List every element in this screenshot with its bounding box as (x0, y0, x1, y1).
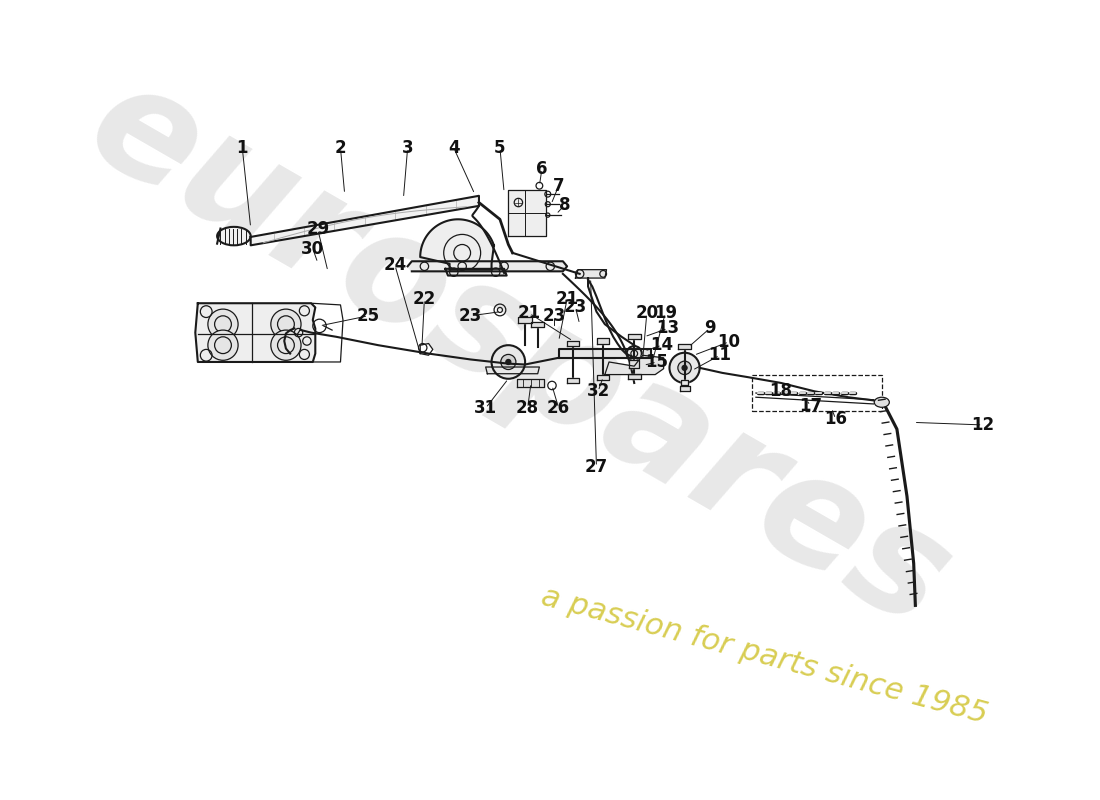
Text: 14: 14 (650, 336, 673, 354)
Text: 27: 27 (585, 458, 608, 476)
Text: 8: 8 (559, 196, 570, 214)
Circle shape (271, 330, 301, 360)
Text: 2: 2 (334, 139, 346, 157)
Polygon shape (568, 378, 579, 383)
Text: 6: 6 (536, 160, 548, 178)
Circle shape (208, 330, 238, 360)
Circle shape (500, 354, 516, 370)
Text: 18: 18 (770, 382, 793, 400)
Text: 11: 11 (708, 346, 732, 364)
Polygon shape (627, 374, 641, 378)
Text: eurospares: eurospares (63, 47, 975, 660)
Polygon shape (575, 270, 606, 278)
Text: 4: 4 (448, 139, 460, 157)
Text: 9: 9 (704, 319, 716, 338)
Ellipse shape (217, 227, 251, 246)
Text: 19: 19 (653, 304, 676, 322)
Polygon shape (627, 334, 641, 339)
Circle shape (506, 359, 510, 365)
Ellipse shape (874, 398, 889, 407)
Text: 28: 28 (516, 399, 539, 417)
Polygon shape (420, 219, 494, 270)
Circle shape (682, 366, 688, 370)
Text: 10: 10 (717, 333, 740, 351)
Polygon shape (486, 367, 539, 374)
Polygon shape (531, 322, 544, 326)
Circle shape (208, 309, 238, 339)
Text: 13: 13 (657, 319, 680, 338)
Text: 21: 21 (556, 290, 579, 308)
Text: 29: 29 (306, 220, 329, 238)
Circle shape (678, 361, 691, 374)
Text: 23: 23 (459, 307, 482, 325)
Polygon shape (678, 344, 691, 350)
Text: 23: 23 (543, 307, 566, 325)
Text: 5: 5 (494, 139, 506, 157)
Polygon shape (446, 269, 507, 275)
Polygon shape (251, 196, 478, 246)
Text: 26: 26 (547, 399, 570, 417)
Text: 12: 12 (971, 416, 994, 434)
Polygon shape (681, 381, 688, 385)
Text: 21: 21 (518, 304, 541, 322)
Polygon shape (568, 341, 579, 346)
Text: 25: 25 (356, 307, 380, 325)
Polygon shape (408, 262, 568, 271)
Polygon shape (508, 190, 546, 236)
Polygon shape (559, 350, 651, 358)
Text: 1: 1 (236, 139, 248, 157)
Polygon shape (517, 378, 544, 387)
Text: 16: 16 (824, 410, 847, 428)
Text: 17: 17 (799, 397, 822, 414)
Text: 15: 15 (646, 353, 669, 371)
Text: 7: 7 (553, 177, 564, 194)
Text: 30: 30 (301, 240, 324, 258)
Text: 31: 31 (474, 399, 497, 417)
Polygon shape (680, 386, 690, 390)
Text: 24: 24 (384, 257, 407, 274)
Text: 32: 32 (586, 382, 609, 400)
Text: 20: 20 (635, 304, 659, 322)
Text: a passion for parts since 1985: a passion for parts since 1985 (538, 582, 991, 730)
Circle shape (271, 309, 301, 339)
Text: 22: 22 (412, 290, 436, 308)
Circle shape (670, 353, 700, 383)
Polygon shape (605, 355, 663, 374)
Polygon shape (629, 360, 639, 368)
Polygon shape (597, 375, 609, 381)
Polygon shape (597, 338, 609, 343)
Polygon shape (518, 318, 531, 322)
Circle shape (492, 345, 525, 378)
Polygon shape (196, 303, 316, 362)
Text: 23: 23 (564, 298, 587, 317)
Text: 3: 3 (402, 139, 414, 157)
Circle shape (627, 346, 641, 361)
